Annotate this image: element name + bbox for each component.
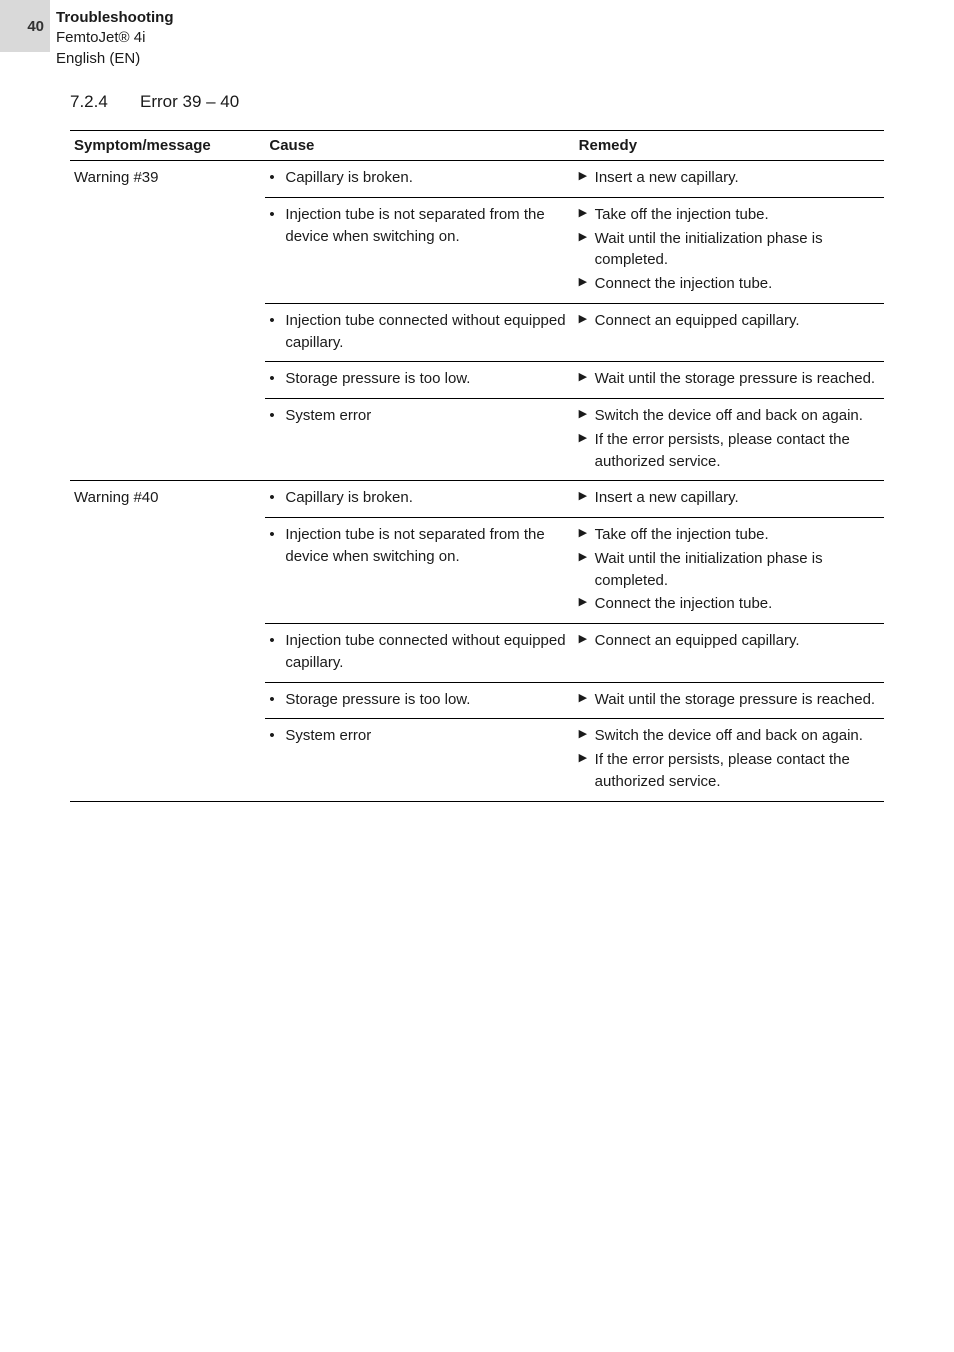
cause-item: Capillary is broken. — [269, 167, 566, 189]
remedy-item: Wait until the initialization phase is c… — [579, 548, 876, 592]
remedy-cell: Insert a new capillary. — [575, 161, 884, 198]
cause-cell: Injection tube is not separated from the… — [265, 197, 574, 303]
cause-cell: System error — [265, 399, 574, 481]
remedy-cell: Take off the injection tube.Wait until t… — [575, 518, 884, 624]
header-product: FemtoJet® 4i — [56, 28, 174, 48]
header-lang: English (EN) — [56, 49, 174, 69]
cause-cell: Storage pressure is too low. — [265, 682, 574, 719]
cause-item: Injection tube is not separated from the… — [269, 524, 566, 568]
remedy-cell: Wait until the storage pressure is reach… — [575, 362, 884, 399]
remedy-cell: Take off the injection tube.Wait until t… — [575, 197, 884, 303]
remedy-item: Switch the device off and back on again. — [579, 405, 876, 427]
remedy-cell: Insert a new capillary. — [575, 481, 884, 518]
remedy-item: Insert a new capillary. — [579, 487, 876, 509]
page-number-tab: 40 — [0, 0, 50, 52]
cause-cell: System error — [265, 719, 574, 801]
header-block: Troubleshooting FemtoJet® 4i English (EN… — [56, 8, 174, 69]
cause-cell: Injection tube connected without equippe… — [265, 303, 574, 362]
symptom-cell: Warning #39 — [70, 161, 265, 481]
symptom-cell: Warning #40 — [70, 481, 265, 801]
cause-item: Injection tube is not separated from the… — [269, 204, 566, 248]
cause-item: System error — [269, 405, 566, 427]
cause-cell: Capillary is broken. — [265, 481, 574, 518]
remedy-item: Take off the injection tube. — [579, 524, 876, 546]
remedy-cell: Connect an equipped capillary. — [575, 303, 884, 362]
remedy-item: Take off the injection tube. — [579, 204, 876, 226]
cause-cell: Injection tube is not separated from the… — [265, 518, 574, 624]
cause-item: Storage pressure is too low. — [269, 368, 566, 390]
remedy-item: Connect an equipped capillary. — [579, 310, 876, 332]
cause-item: Injection tube connected without equippe… — [269, 310, 566, 354]
remedy-item: If the error persists, please contact th… — [579, 749, 876, 793]
remedy-cell: Connect an equipped capillary. — [575, 624, 884, 683]
remedy-cell: Switch the device off and back on again.… — [575, 399, 884, 481]
remedy-item: If the error persists, please contact th… — [579, 429, 876, 473]
cause-item: Injection tube connected without equippe… — [269, 630, 566, 674]
section-number: 7.2.4 — [70, 92, 140, 112]
section-heading: 7.2.4Error 39 – 40 — [70, 92, 884, 112]
cause-item: System error — [269, 725, 566, 747]
cause-cell: Injection tube connected without equippe… — [265, 624, 574, 683]
col-header-symptom: Symptom/message — [70, 131, 265, 161]
remedy-item: Connect an equipped capillary. — [579, 630, 876, 652]
remedy-item: Switch the device off and back on again. — [579, 725, 876, 747]
cause-item: Storage pressure is too low. — [269, 689, 566, 711]
remedy-cell: Switch the device off and back on again.… — [575, 719, 884, 801]
col-header-cause: Cause — [265, 131, 574, 161]
col-header-remedy: Remedy — [575, 131, 884, 161]
remedy-item: Connect the injection tube. — [579, 593, 876, 615]
header-title: Troubleshooting — [56, 8, 174, 28]
remedy-item: Wait until the initialization phase is c… — [579, 228, 876, 272]
remedy-item: Wait until the storage pressure is reach… — [579, 368, 876, 390]
section-title: Error 39 – 40 — [140, 92, 239, 111]
remedy-item: Connect the injection tube. — [579, 273, 876, 295]
remedy-item: Insert a new capillary. — [579, 167, 876, 189]
remedy-item: Wait until the storage pressure is reach… — [579, 689, 876, 711]
cause-item: Capillary is broken. — [269, 487, 566, 509]
cause-cell: Capillary is broken. — [265, 161, 574, 198]
cause-cell: Storage pressure is too low. — [265, 362, 574, 399]
troubleshooting-table: Symptom/message Cause Remedy Warning #39… — [70, 130, 884, 802]
remedy-cell: Wait until the storage pressure is reach… — [575, 682, 884, 719]
